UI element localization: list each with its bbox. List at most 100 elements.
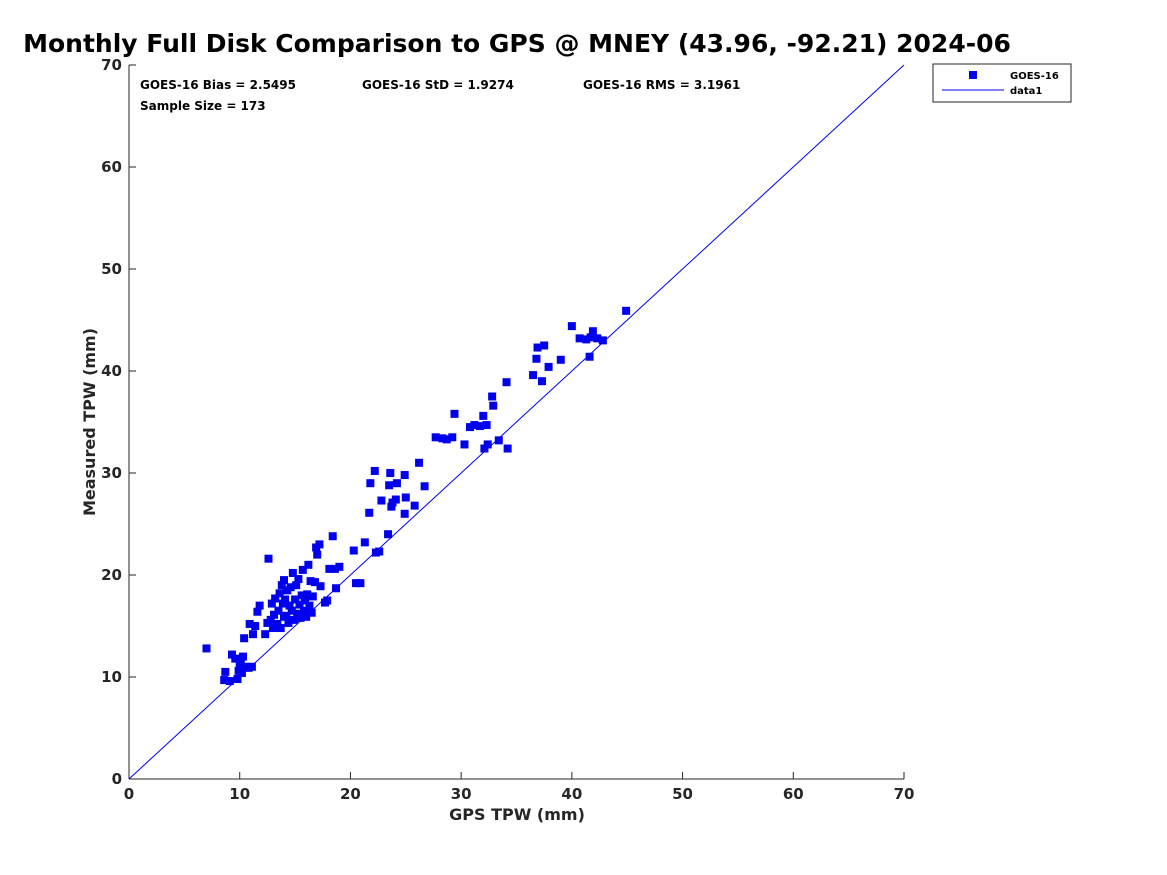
data-point (482, 421, 491, 430)
data-point (306, 577, 315, 586)
data-point (271, 594, 280, 603)
data-point (386, 469, 395, 477)
data-point (391, 495, 400, 504)
data-point (480, 444, 489, 453)
data-point (370, 466, 379, 475)
y-tick-label: 20 (101, 566, 122, 584)
data-point (280, 576, 288, 585)
data-point (483, 440, 492, 449)
stat-std: GOES-16 StD = 1.9274 (362, 78, 514, 92)
data-point (375, 547, 384, 556)
x-tick-label: 30 (451, 785, 472, 803)
data-point (285, 601, 294, 610)
data-point (239, 652, 248, 661)
y-tick-label: 40 (101, 362, 122, 380)
y-tick-label: 50 (101, 260, 122, 278)
data-point (384, 530, 393, 539)
data-point (237, 668, 246, 677)
data-point (297, 591, 306, 600)
legend-label-data1: data1 (1010, 86, 1042, 97)
data-point (268, 624, 277, 633)
data-point (494, 436, 503, 445)
data-point (328, 532, 337, 541)
data-point (282, 611, 291, 620)
data-point (450, 409, 459, 418)
data-point (366, 479, 375, 488)
data-point (315, 540, 324, 549)
reference-line-data1 (128, 64, 905, 780)
data-point (567, 322, 576, 331)
data-point (288, 568, 297, 577)
chart-title: Monthly Full Disk Comparison to GPS @ MN… (23, 29, 1011, 58)
legend-marker-goes16 (969, 71, 977, 79)
data-point (264, 554, 273, 563)
x-tick-label: 50 (672, 785, 693, 803)
data-point (351, 579, 360, 588)
y-tick-label: 30 (101, 464, 122, 482)
data-point (460, 440, 469, 449)
y-tick-label: 10 (101, 668, 122, 686)
legend-box (932, 63, 1072, 103)
legend-label-goes16: GOES-16 (1010, 71, 1059, 82)
data-point (575, 334, 584, 343)
data-point (276, 624, 285, 633)
x-tick-label: 40 (561, 785, 582, 803)
data-point (296, 613, 305, 622)
data-point (323, 596, 332, 605)
x-tick-label: 0 (124, 785, 134, 803)
data-point (415, 458, 424, 467)
stat-rms: GOES-16 RMS = 3.1961 (583, 78, 740, 92)
data-point (442, 435, 451, 444)
data-point (231, 654, 240, 663)
data-point (532, 354, 541, 363)
data-point (255, 601, 264, 610)
data-point (325, 564, 334, 573)
data-point (335, 562, 344, 571)
data-point (365, 508, 374, 517)
data-point (303, 590, 312, 599)
data-point (385, 481, 394, 490)
data-point (284, 618, 293, 627)
data-point (305, 601, 314, 610)
data-point (400, 471, 409, 480)
stat-sample-size: Sample Size = 173 (140, 99, 266, 113)
data-point (292, 581, 301, 590)
data-point (287, 606, 296, 615)
data-point (588, 327, 597, 336)
data-point (275, 589, 284, 598)
data-point (479, 411, 488, 420)
data-point (537, 377, 546, 386)
data-point (475, 422, 484, 431)
data-point (298, 565, 307, 574)
data-point (313, 550, 322, 559)
data-point (225, 677, 234, 686)
data-point (253, 607, 262, 616)
data-point (316, 582, 325, 591)
data-point (251, 622, 260, 630)
y-tick-label: 0 (112, 770, 122, 788)
data-point (556, 355, 565, 364)
data-point (470, 421, 479, 430)
data-point (540, 341, 549, 350)
data-point (431, 433, 440, 442)
data-point (293, 609, 302, 618)
data-point (410, 501, 419, 510)
data-point (301, 596, 310, 605)
data-point (392, 479, 401, 488)
data-point (420, 482, 429, 491)
data-point (235, 660, 244, 669)
scatter-points (202, 306, 631, 686)
data-point (401, 493, 410, 502)
data-point (466, 423, 474, 432)
data-point (202, 644, 211, 653)
data-point (529, 371, 538, 380)
data-point (448, 433, 457, 442)
data-point (233, 675, 242, 684)
data-point (273, 619, 282, 628)
x-axis-ticks: 0 10 20 30 40 50 60 70 (124, 772, 914, 803)
data-point (247, 662, 256, 671)
plot-area: 0 10 20 30 40 50 60 70 0 10 20 30 40 50 60 70 (101, 56, 914, 803)
x-axis-label: GPS TPW (mm) (449, 805, 585, 824)
data-point (503, 444, 512, 453)
